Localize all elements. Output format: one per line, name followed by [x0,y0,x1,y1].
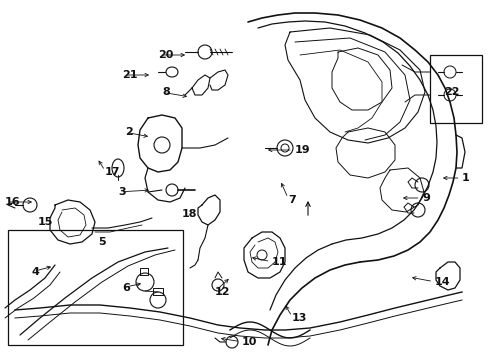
Text: 5: 5 [98,237,105,247]
Bar [429,55,481,123]
Text: 19: 19 [294,145,310,155]
Text: 6: 6 [122,283,130,293]
Text: 20: 20 [158,50,173,60]
Bar [8,230,183,345]
Text: 1: 1 [461,173,469,183]
Text: 13: 13 [291,313,307,323]
Text: 10: 10 [242,337,257,347]
Text: 15: 15 [38,217,53,227]
Text: 2: 2 [125,127,132,137]
Text: 16: 16 [5,197,20,207]
Text: 7: 7 [287,195,295,205]
Text: 14: 14 [434,277,450,287]
Text: 8: 8 [162,87,169,97]
Text: 3: 3 [118,187,125,197]
Text: 17: 17 [105,167,120,177]
Text: 11: 11 [271,257,287,267]
Text: 21: 21 [122,70,137,80]
Text: 4: 4 [32,267,40,277]
Text: 12: 12 [215,287,230,297]
Text: 22: 22 [443,87,459,97]
Text: 18: 18 [182,209,197,219]
Text: 9: 9 [421,193,429,203]
